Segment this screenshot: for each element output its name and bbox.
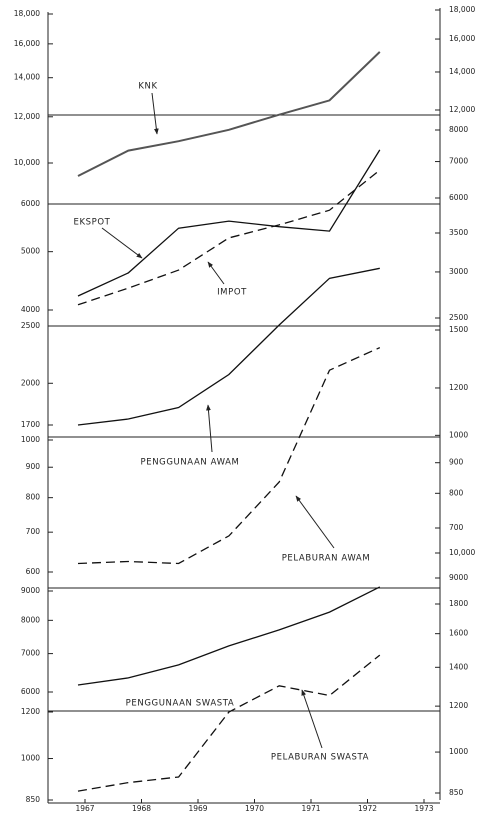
label-arrow bbox=[206, 404, 213, 453]
y2-tick-label: 10,000 bbox=[449, 548, 475, 557]
y-tick-label: 10,000 bbox=[14, 158, 40, 167]
x-tick-label: 1970 bbox=[245, 804, 264, 813]
y2-tick-label: 2500 bbox=[449, 313, 468, 322]
y2-tick-label: 3000 bbox=[449, 267, 468, 276]
series-label: PENGGUNAAN AWAM bbox=[141, 458, 240, 468]
y2-tick-label: 16,000 bbox=[449, 34, 475, 43]
y2-tick-label: 18,000 bbox=[449, 5, 475, 14]
x-tick-label: 1971 bbox=[301, 804, 320, 813]
label-arrow bbox=[207, 261, 225, 285]
y2-tick-label: 1400 bbox=[449, 662, 468, 671]
y-tick-label: 2000 bbox=[21, 378, 40, 387]
y-tick-label: 800 bbox=[26, 493, 41, 502]
series-label: IMPOT bbox=[217, 288, 247, 298]
series-label: PELABURAN SWASTA bbox=[271, 753, 369, 763]
y-tick-label: 8000 bbox=[21, 615, 40, 624]
x-tick-label: 1969 bbox=[188, 804, 207, 813]
y2-tick-label: 1000 bbox=[449, 430, 468, 439]
label-arrow bbox=[295, 495, 335, 549]
y2-tick-label: 7000 bbox=[449, 157, 468, 166]
y2-tick-label: 8000 bbox=[449, 125, 468, 134]
series-line bbox=[77, 51, 381, 177]
x-tick-label: 1967 bbox=[75, 804, 94, 813]
y-tick-label: 900 bbox=[26, 462, 41, 471]
y2-tick-label: 850 bbox=[449, 788, 464, 797]
y2-tick-label: 1200 bbox=[449, 383, 468, 392]
series-line bbox=[77, 267, 380, 426]
x-tick-label: 1968 bbox=[132, 804, 151, 813]
y-tick-label: 1000 bbox=[21, 435, 40, 444]
y2-tick-label: 1500 bbox=[449, 325, 468, 334]
y-tick-label: 16,000 bbox=[14, 39, 40, 48]
y-tick-label: 14,000 bbox=[14, 73, 40, 82]
y-tick-label: 700 bbox=[26, 527, 41, 536]
y-tick-label: 6000 bbox=[21, 687, 40, 696]
y2-tick-label: 800 bbox=[449, 488, 464, 497]
y-tick-label: 4000 bbox=[21, 305, 40, 314]
y2-tick-label: 1600 bbox=[449, 629, 468, 638]
y-tick-label: 18,000 bbox=[14, 9, 40, 18]
y2-tick-label: 12,000 bbox=[449, 105, 475, 114]
y2-tick-label: 700 bbox=[449, 523, 464, 532]
x-tick-label: 1973 bbox=[414, 804, 433, 813]
y-tick-label: 600 bbox=[26, 567, 41, 576]
y2-tick-label: 1800 bbox=[449, 599, 468, 608]
series-line bbox=[77, 347, 381, 565]
series-line bbox=[77, 654, 381, 792]
y2-tick-label: 14,000 bbox=[449, 67, 475, 76]
series-label: KNK bbox=[138, 82, 157, 92]
y-tick-label: 1700 bbox=[21, 420, 40, 429]
y-tick-label: 5000 bbox=[21, 247, 40, 256]
y2-tick-label: 3500 bbox=[449, 228, 468, 237]
series-line bbox=[77, 149, 381, 297]
series-line bbox=[77, 586, 381, 686]
y-tick-label: 850 bbox=[26, 795, 41, 804]
y2-tick-label: 1000 bbox=[449, 747, 468, 756]
y-tick-label: 2500 bbox=[21, 321, 40, 330]
label-arrow bbox=[151, 92, 159, 135]
y-tick-label: 12,000 bbox=[14, 112, 40, 121]
y2-tick-label: 1200 bbox=[449, 701, 468, 710]
series-label: PELABURAN AWAM bbox=[282, 554, 371, 564]
y2-tick-label: 900 bbox=[449, 458, 464, 467]
y-tick-label: 1000 bbox=[21, 754, 40, 763]
y2-tick-label: 9000 bbox=[449, 573, 468, 582]
x-tick-label: 1972 bbox=[358, 804, 377, 813]
series-line bbox=[77, 169, 381, 306]
y2-tick-label: 6000 bbox=[449, 193, 468, 202]
series-label: PENGGUNAAN SWASTA bbox=[126, 699, 235, 709]
series-label: EKSPOT bbox=[74, 218, 111, 228]
y-tick-label: 6000 bbox=[21, 199, 40, 208]
y-tick-label: 9000 bbox=[21, 586, 40, 595]
label-arrow bbox=[301, 689, 323, 749]
label-arrow bbox=[101, 227, 143, 259]
y-tick-label: 7000 bbox=[21, 649, 40, 658]
y-tick-label: 1200 bbox=[21, 707, 40, 716]
